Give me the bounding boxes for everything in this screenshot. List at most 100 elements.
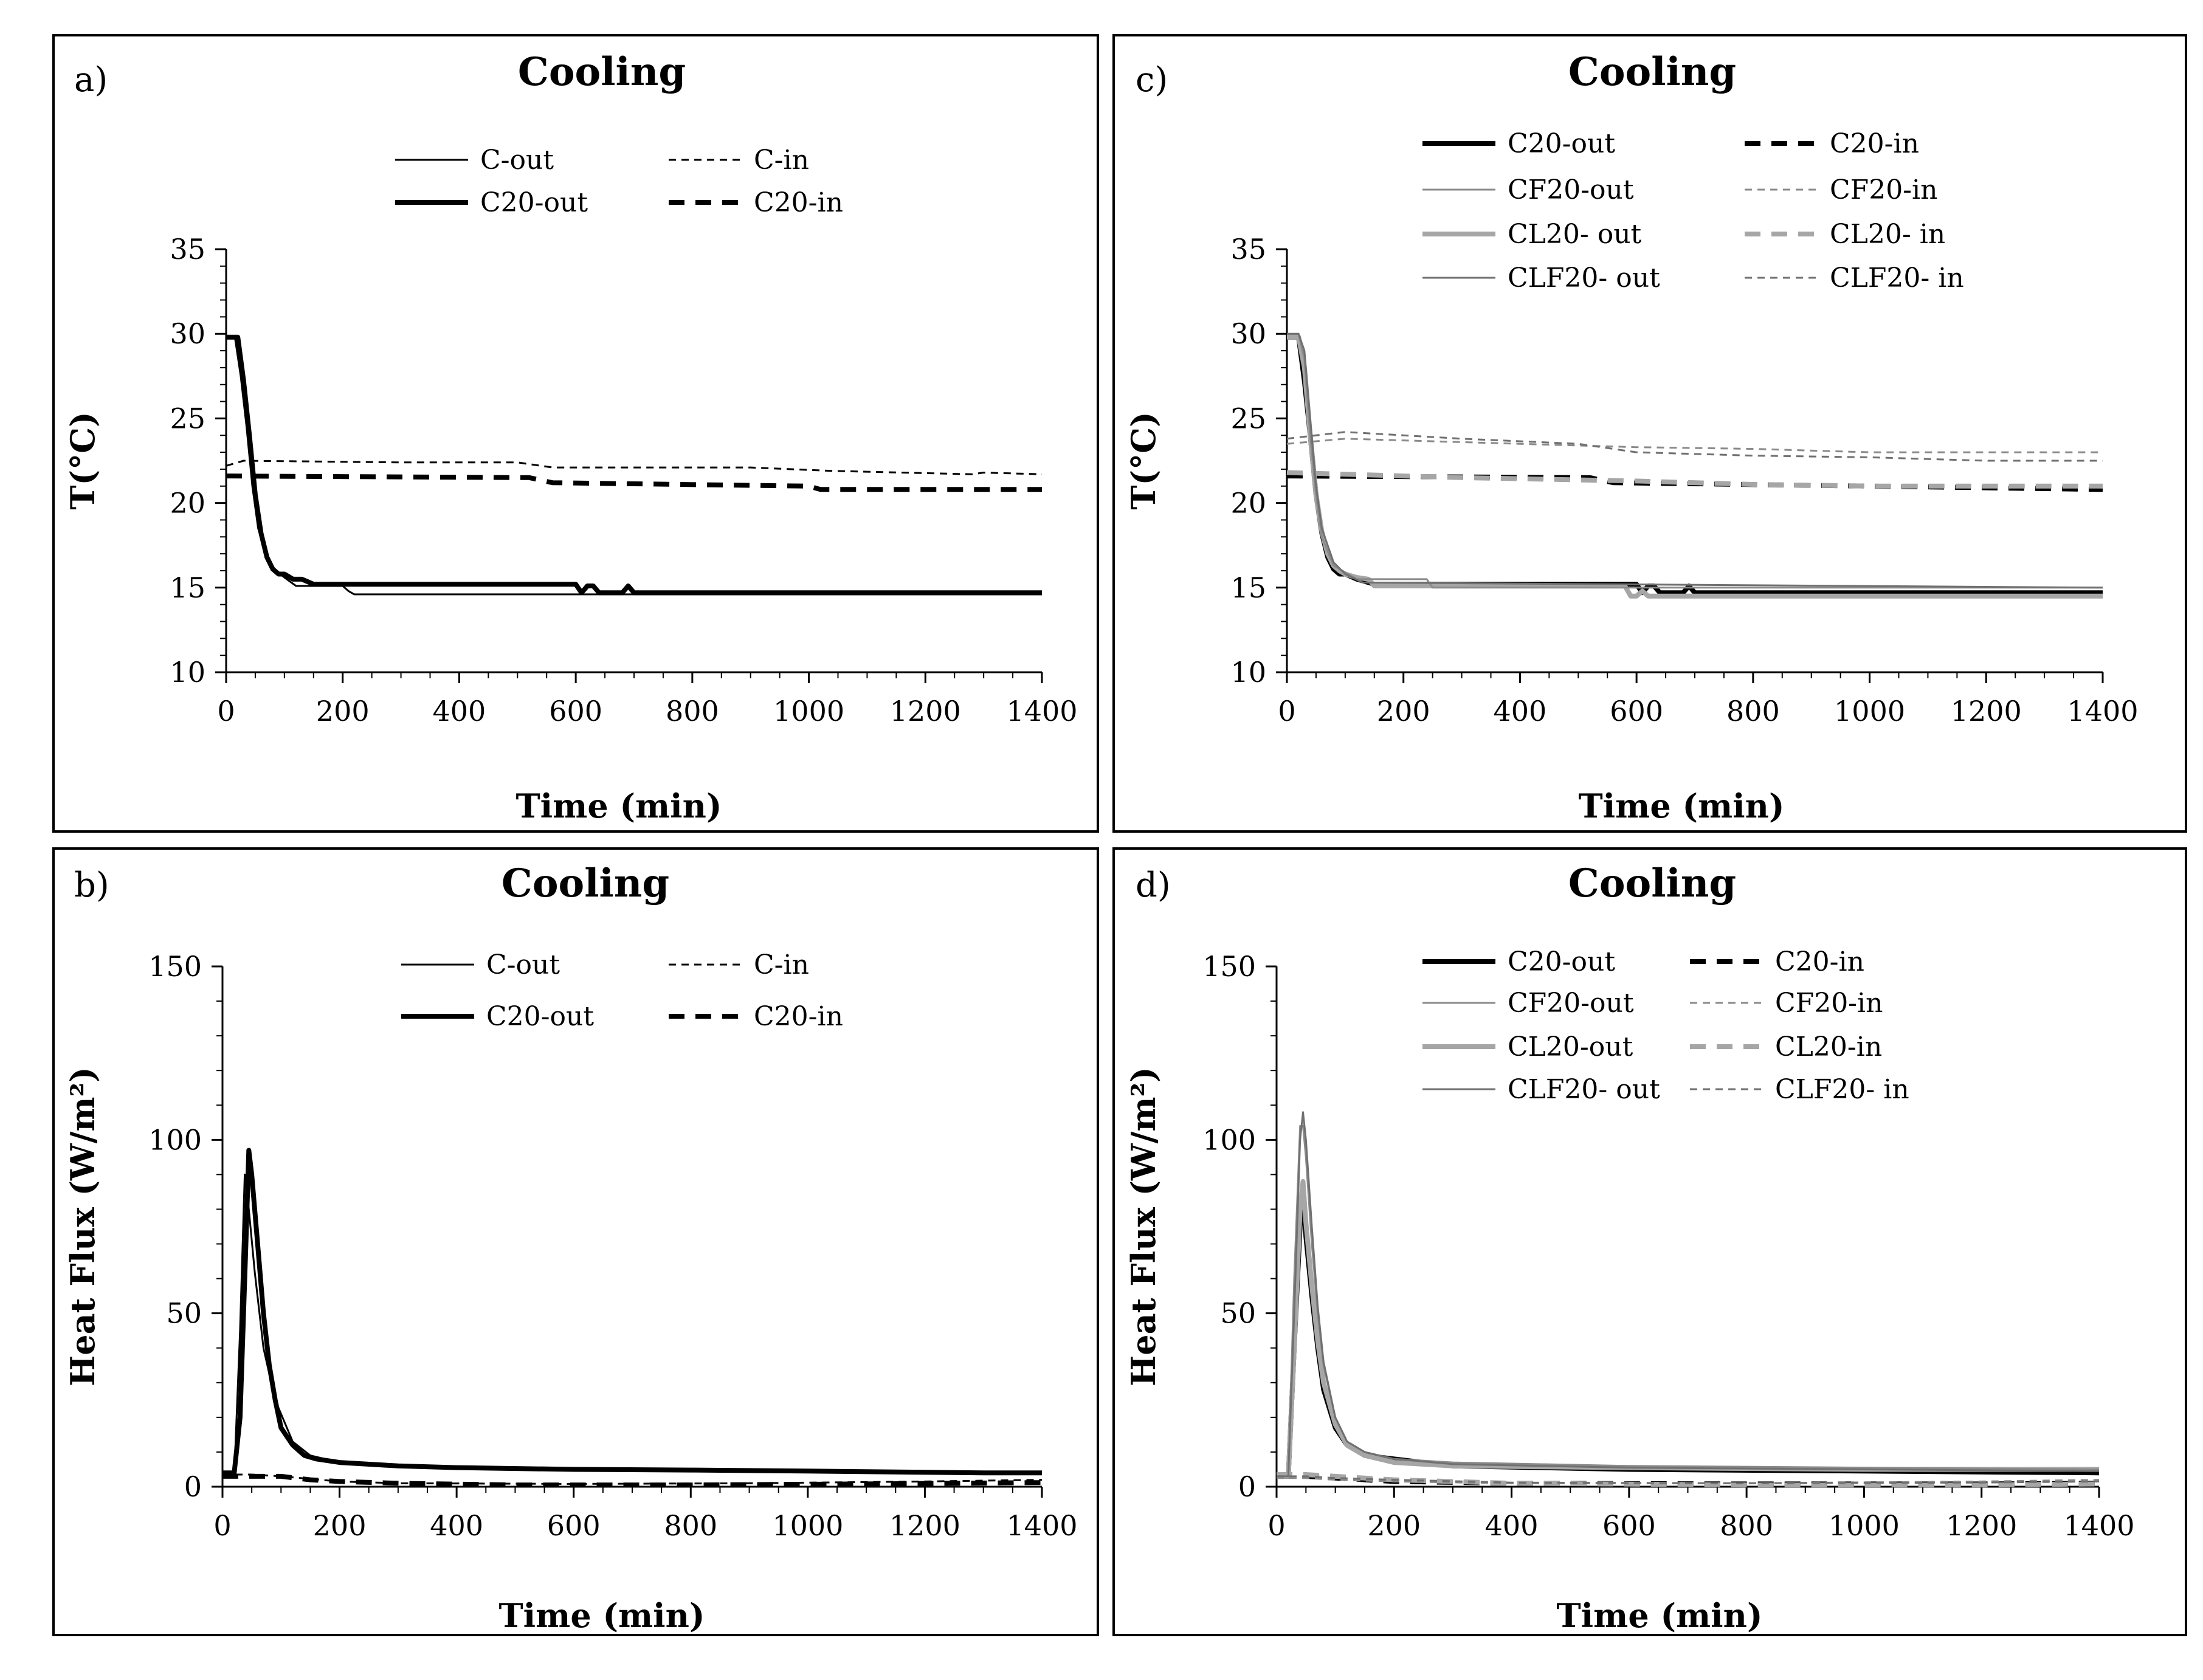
x-axis-label: Time (min) bbox=[1556, 1596, 1762, 1635]
x-tick-label: 1200 bbox=[890, 695, 961, 728]
series-line-c-out bbox=[226, 336, 1042, 596]
legend-label: C-out bbox=[486, 949, 560, 980]
legend-label: C20-in bbox=[1830, 128, 1919, 159]
x-tick-label: 400 bbox=[433, 695, 486, 728]
y-axis-label: Heat Flux (W/m²) bbox=[63, 1067, 102, 1386]
x-tick-label: 0 bbox=[1267, 1509, 1285, 1542]
x-axis-label: Time (min) bbox=[498, 1596, 705, 1635]
legend-label: CL20- in bbox=[1830, 219, 1945, 250]
y-tick-label: 10 bbox=[170, 656, 205, 689]
x-tick-label: 1000 bbox=[773, 695, 844, 728]
series-line-cf20-out bbox=[1277, 1125, 2100, 1478]
chart-panel-c: c) Cooling 10 15 20 25 30 35 0 200 400 600 800 1000 12… bbox=[1112, 34, 2187, 833]
x-tick-label: 400 bbox=[430, 1509, 483, 1542]
x-tick-label: 800 bbox=[666, 695, 719, 728]
x-axis-label: Time (min) bbox=[515, 787, 722, 825]
y-tick-label: 10 bbox=[1230, 656, 1266, 689]
x-tick-label: 1000 bbox=[1834, 695, 1905, 728]
legend-label: CL20- out bbox=[1508, 219, 1642, 250]
x-tick-label: 400 bbox=[1485, 1509, 1539, 1542]
y-tick-label: 25 bbox=[1230, 402, 1266, 435]
x-tick-label: 800 bbox=[1720, 1509, 1773, 1542]
chart-panel-d: d) Cooling 0 50 100 150 0 200 400 600 800 1000 1200 1… bbox=[1112, 847, 2187, 1636]
series-line-c-out bbox=[222, 1173, 1042, 1478]
y-tick-label: 50 bbox=[1220, 1297, 1256, 1330]
y-tick-label: 15 bbox=[170, 571, 205, 604]
x-tick-label: 0 bbox=[217, 695, 235, 728]
y-tick-label: 100 bbox=[1202, 1123, 1256, 1156]
y-tick-label: 25 bbox=[170, 402, 205, 435]
y-tick-label: 150 bbox=[1202, 950, 1256, 983]
y-tick-label: 50 bbox=[166, 1297, 202, 1330]
series-line-clf20-in bbox=[1277, 1475, 2100, 1484]
y-tick-label: 30 bbox=[170, 317, 205, 350]
series-line-c-in bbox=[226, 460, 1043, 475]
y-tick-label: 30 bbox=[1230, 317, 1266, 350]
legend-label: CF20-out bbox=[1508, 174, 1634, 205]
x-tick-label: 0 bbox=[213, 1509, 231, 1542]
y-tick-label: 0 bbox=[1238, 1470, 1256, 1503]
series-line-c20-in bbox=[226, 473, 1042, 492]
x-tick-label: 1400 bbox=[2067, 695, 2138, 728]
y-tick-label: 100 bbox=[148, 1123, 202, 1156]
series-line-cf20-in bbox=[1286, 438, 2103, 453]
y-axis-label: T(°C) bbox=[1124, 411, 1163, 509]
series-line-cl20-out bbox=[1287, 334, 2103, 599]
panel-letter: c) bbox=[1136, 60, 1168, 100]
legend-label: CL20-out bbox=[1508, 1031, 1633, 1062]
series-line-c20-out bbox=[226, 334, 1042, 596]
x-tick-label: 600 bbox=[549, 695, 602, 728]
legend-label: CL20-in bbox=[1775, 1031, 1882, 1062]
legend-label: C20-in bbox=[754, 1001, 843, 1032]
x-tick-label: 200 bbox=[1367, 1509, 1421, 1542]
y-axis-label: Heat Flux (W/m²) bbox=[1124, 1067, 1163, 1386]
x-tick-label: 400 bbox=[1494, 695, 1547, 728]
series-line-c20-out bbox=[1277, 1189, 2100, 1479]
legend-label: C20-out bbox=[1508, 128, 1615, 159]
x-tick-label: 1200 bbox=[1946, 1509, 2017, 1542]
series-line-cf20-out bbox=[1287, 332, 2103, 589]
x-tick-label: 600 bbox=[1602, 1509, 1656, 1542]
y-tick-label: 35 bbox=[1230, 233, 1266, 266]
legend: C20-out C20-in CF20-out CF20-in CL20- out CL2… bbox=[1422, 128, 1964, 294]
x-tick-label: 1400 bbox=[2063, 1509, 2134, 1542]
panel-frame bbox=[1112, 847, 2187, 1636]
legend-label: CF20-in bbox=[1775, 988, 1883, 1019]
legend-label: C20-in bbox=[754, 187, 843, 218]
legend-label: CF20-in bbox=[1830, 174, 1937, 205]
x-tick-label: 1200 bbox=[889, 1509, 960, 1542]
legend: C-out C-in C20-out C20-in bbox=[395, 145, 843, 218]
legend-label: CLF20- in bbox=[1775, 1074, 1909, 1105]
panel-letter: b) bbox=[74, 866, 109, 905]
series-line-c-in bbox=[222, 1473, 1043, 1485]
legend: C-out C-in C20-out C20-in bbox=[401, 949, 843, 1032]
series-line-clf20-in bbox=[1286, 431, 2103, 462]
series-line-clf20-out bbox=[1287, 332, 2103, 589]
legend-label: CF20-out bbox=[1508, 988, 1634, 1019]
series-line-cl20-out bbox=[1277, 1179, 2099, 1479]
legend-label: C-out bbox=[480, 145, 554, 176]
legend: C20-out C20-in CF20-out CF20-in CL20-out CL20… bbox=[1422, 946, 1909, 1105]
x-tick-label: 0 bbox=[1278, 695, 1295, 728]
y-tick-label: 150 bbox=[148, 950, 202, 983]
x-tick-label: 1400 bbox=[1006, 695, 1077, 728]
series-line-c20-out bbox=[222, 1148, 1042, 1476]
chart-title: Cooling bbox=[518, 49, 686, 95]
series-line-c20-out bbox=[1287, 334, 2103, 596]
legend-label: C20-out bbox=[480, 187, 588, 218]
chart-panel-b: b) Cooling 0 50 100 150 0 200 400 600 800 1000 1200 1… bbox=[52, 847, 1099, 1636]
chart-title: Cooling bbox=[1568, 861, 1736, 906]
x-tick-label: 200 bbox=[316, 695, 370, 728]
x-tick-label: 600 bbox=[1610, 695, 1663, 728]
y-tick-label: 15 bbox=[1230, 571, 1266, 604]
legend-label: CLF20- in bbox=[1830, 263, 1964, 294]
legend-label: C20-out bbox=[486, 1001, 594, 1032]
chart-title: Cooling bbox=[1568, 49, 1736, 95]
legend-label: CLF20- out bbox=[1508, 263, 1660, 294]
x-axis-label: Time (min) bbox=[1578, 787, 1784, 825]
x-tick-label: 1400 bbox=[1006, 1509, 1077, 1542]
legend-label: C-in bbox=[754, 145, 809, 176]
y-tick-label: 20 bbox=[1230, 487, 1266, 520]
y-tick-label: 20 bbox=[170, 487, 205, 520]
